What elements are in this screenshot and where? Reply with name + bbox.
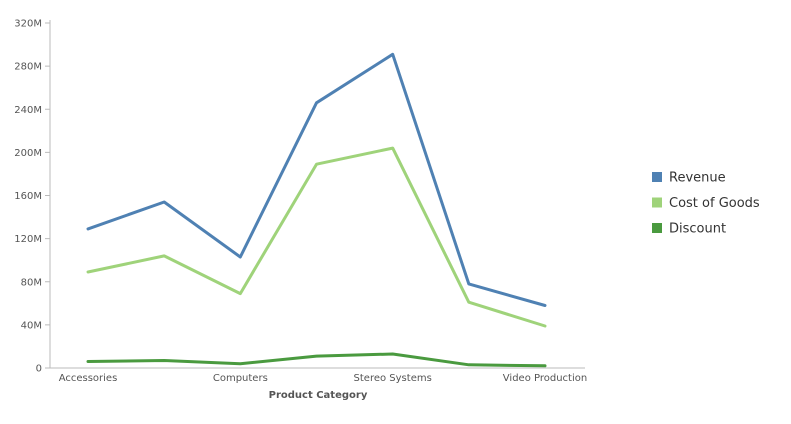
y-tick-label: 240M bbox=[14, 105, 42, 116]
series-line bbox=[86, 352, 547, 368]
y-tick-label: 200M bbox=[14, 148, 42, 159]
legend-swatch bbox=[652, 197, 662, 208]
series-layer bbox=[86, 52, 547, 368]
series-line bbox=[86, 146, 547, 328]
y-tick-label: 80M bbox=[21, 277, 42, 288]
x-tick-label: Video Production bbox=[503, 373, 587, 384]
x-tick-label: Computers bbox=[213, 373, 268, 384]
legend-swatch bbox=[652, 172, 662, 182]
x-tick-label: Accessories bbox=[59, 373, 118, 384]
y-tick-label: 320M bbox=[14, 19, 42, 30]
x-tick-label: Stereo Systems bbox=[354, 373, 432, 384]
legend-label: Revenue bbox=[669, 171, 726, 186]
legend-label: Discount bbox=[669, 222, 726, 237]
y-tick-label: 120M bbox=[14, 234, 42, 245]
y-axis: 0 40M 80M 120M 160M 200M 240M 280M 320M bbox=[14, 19, 51, 375]
legend-label: Cost of Goods bbox=[669, 196, 760, 211]
y-tick-label: 40M bbox=[21, 320, 42, 331]
x-axis-title: Product Category bbox=[269, 390, 368, 401]
series-line bbox=[86, 52, 547, 307]
y-tick-label: 0 bbox=[36, 364, 42, 375]
x-axis: Accessories Computers Stereo Systems Video … bbox=[50, 367, 587, 384]
legend: Revenue Cost of Goods Discount bbox=[652, 171, 760, 237]
legend-swatch bbox=[652, 223, 662, 233]
y-tick-label: 160M bbox=[14, 191, 42, 202]
y-tick-label: 280M bbox=[14, 62, 42, 73]
